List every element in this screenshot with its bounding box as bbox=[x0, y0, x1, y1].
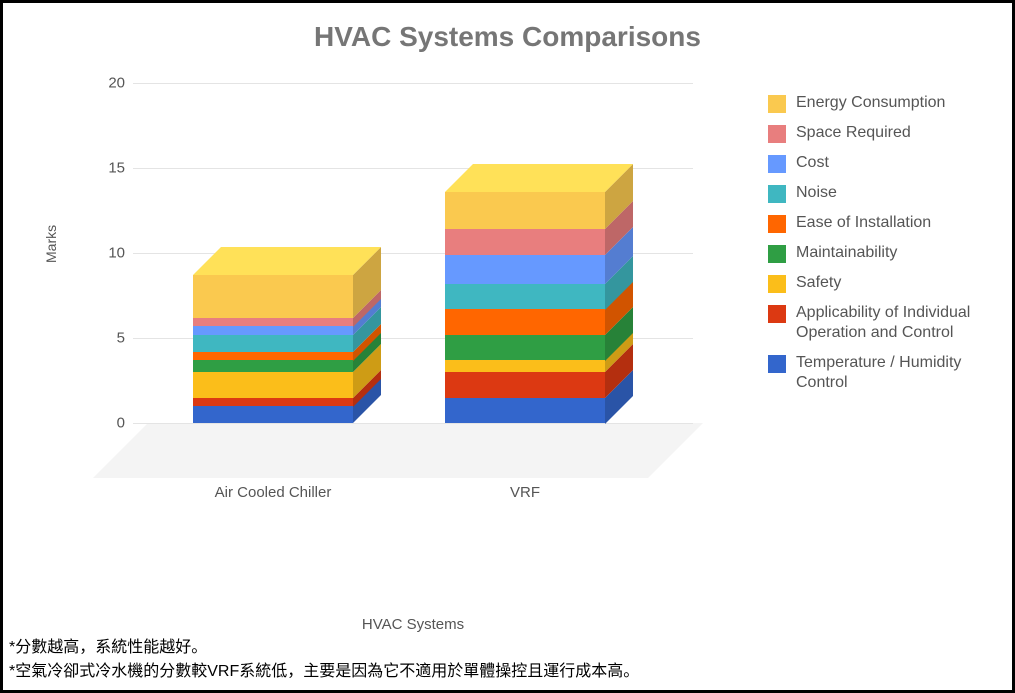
footnote-line: *分數越高，系統性能越好。 bbox=[9, 636, 1006, 660]
plot-area: 05101520Air Cooled ChillerVRF bbox=[133, 83, 693, 463]
legend-swatch bbox=[768, 215, 786, 233]
y-tick: 10 bbox=[85, 245, 125, 262]
legend-item: Temperature / Humidity Control bbox=[768, 353, 988, 393]
legend-label: Applicability of Individual Operation an… bbox=[796, 303, 988, 343]
legend-item: Space Required bbox=[768, 123, 988, 143]
legend-item: Noise bbox=[768, 183, 988, 203]
stacked-bar bbox=[193, 275, 353, 423]
legend-item: Cost bbox=[768, 153, 988, 173]
bar-segment bbox=[193, 326, 353, 335]
chart-body: Marks 05101520Air Cooled ChillerVRF HVAC… bbox=[63, 73, 763, 553]
bar-top-cap bbox=[445, 164, 633, 192]
legend-label: Ease of Installation bbox=[796, 213, 931, 233]
x-axis-label: HVAC Systems bbox=[133, 616, 693, 633]
y-tick: 15 bbox=[85, 160, 125, 177]
legend-label: Safety bbox=[796, 273, 841, 293]
x-category-label: VRF bbox=[425, 484, 625, 501]
bar-segment bbox=[445, 335, 605, 361]
legend-item: Energy Consumption bbox=[768, 93, 988, 113]
legend-swatch bbox=[768, 125, 786, 143]
bar-segment bbox=[445, 229, 605, 255]
bar-segment bbox=[193, 318, 353, 327]
bar-segment bbox=[193, 372, 353, 398]
bar-segment bbox=[445, 398, 605, 424]
bar-top-cap bbox=[193, 247, 381, 275]
stacked-bar bbox=[445, 192, 605, 423]
bar-segment bbox=[193, 360, 353, 372]
y-tick: 5 bbox=[85, 330, 125, 347]
y-axis-label: Marks bbox=[43, 225, 59, 263]
bar-segment bbox=[445, 192, 605, 229]
bar-segment bbox=[193, 406, 353, 423]
bar-segment bbox=[193, 398, 353, 407]
legend-item: Maintainability bbox=[768, 243, 988, 263]
bar-segment bbox=[193, 275, 353, 318]
legend-swatch bbox=[768, 305, 786, 323]
gridline bbox=[133, 423, 693, 424]
bar-segment bbox=[193, 352, 353, 361]
legend-swatch bbox=[768, 245, 786, 263]
legend: Energy Consumption Space Required Cost Nois… bbox=[768, 93, 988, 403]
legend-label: Space Required bbox=[796, 123, 911, 143]
chart-card: HVAC Systems Comparisons Marks 05101520A… bbox=[0, 0, 1015, 693]
legend-label: Temperature / Humidity Control bbox=[796, 353, 988, 393]
legend-item: Safety bbox=[768, 273, 988, 293]
bar-segment bbox=[193, 335, 353, 352]
y-tick: 0 bbox=[85, 415, 125, 432]
legend-item: Ease of Installation bbox=[768, 213, 988, 233]
chart-title: HVAC Systems Comparisons bbox=[3, 3, 1012, 53]
footnotes: *分數越高，系統性能越好。*空氣冷卻式冷水機的分數較VRF系統低，主要是因為它不… bbox=[9, 636, 1006, 684]
legend-swatch bbox=[768, 155, 786, 173]
legend-swatch bbox=[768, 355, 786, 373]
legend-label: Maintainability bbox=[796, 243, 897, 263]
bar-segment bbox=[445, 309, 605, 335]
bar-segment bbox=[445, 360, 605, 372]
legend-item: Applicability of Individual Operation an… bbox=[768, 303, 988, 343]
legend-label: Cost bbox=[796, 153, 829, 173]
gridline bbox=[133, 83, 693, 84]
bar-segment bbox=[445, 284, 605, 310]
legend-label: Noise bbox=[796, 183, 837, 203]
footnote-line: *空氣冷卻式冷水機的分數較VRF系統低，主要是因為它不適用於單體操控且運行成本高… bbox=[9, 660, 1006, 684]
legend-swatch bbox=[768, 185, 786, 203]
chart-floor bbox=[93, 423, 703, 478]
legend-label: Energy Consumption bbox=[796, 93, 945, 113]
y-tick: 20 bbox=[85, 75, 125, 92]
legend-swatch bbox=[768, 275, 786, 293]
x-category-label: Air Cooled Chiller bbox=[173, 484, 373, 501]
bar-segment bbox=[445, 372, 605, 398]
bar-segment bbox=[445, 255, 605, 284]
legend-swatch bbox=[768, 95, 786, 113]
